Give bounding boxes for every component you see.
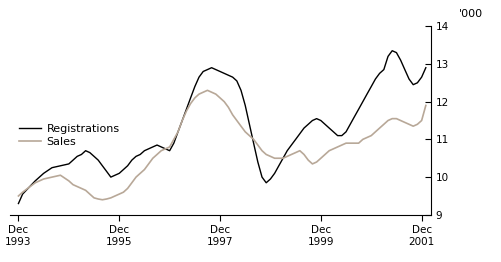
Sales	[276, 157, 282, 160]
Registrations	[347, 123, 353, 126]
Sales	[99, 198, 105, 201]
Sales	[331, 147, 337, 150]
Sales	[423, 104, 429, 107]
Registrations	[322, 123, 328, 126]
Sales	[351, 141, 357, 145]
Registrations	[343, 130, 349, 133]
Registrations	[16, 202, 22, 205]
Sales	[16, 194, 22, 198]
Line: Registrations: Registrations	[19, 51, 426, 204]
Sales	[368, 134, 374, 137]
Registrations	[339, 134, 345, 137]
Registrations	[268, 177, 274, 181]
Registrations	[360, 100, 366, 103]
Registrations	[423, 66, 429, 69]
Legend: Registrations, Sales: Registrations, Sales	[16, 121, 123, 151]
Line: Sales: Sales	[19, 90, 426, 200]
Text: '000: '000	[459, 9, 483, 19]
Registrations	[389, 49, 395, 52]
Sales	[204, 89, 210, 92]
Sales	[356, 141, 362, 145]
Sales	[347, 141, 353, 145]
